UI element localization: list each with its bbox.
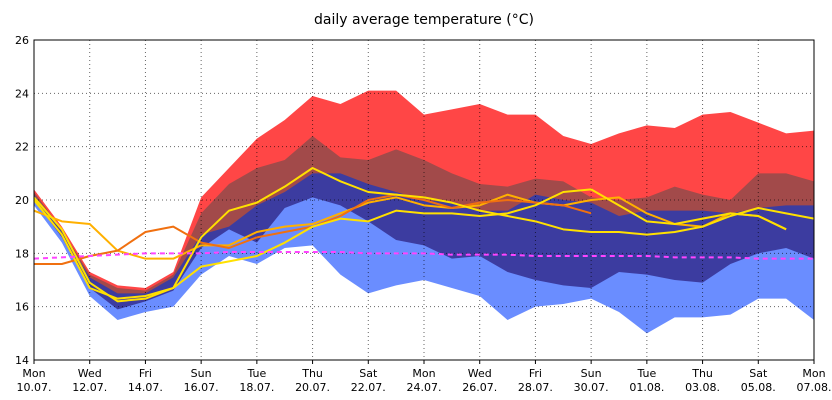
x-tick-label: Mon 07.08.	[797, 367, 832, 394]
x-tick-date: 03.08.	[685, 381, 720, 394]
x-tick-date: 24.07.	[407, 381, 442, 394]
x-tick-weekday: Fri	[139, 367, 152, 380]
x-tick-date: 30.07.	[574, 381, 609, 394]
series-line	[33, 167, 815, 303]
band-area	[34, 205, 814, 360]
y-tick-label: 18	[15, 247, 29, 260]
series-line	[33, 251, 814, 260]
x-tick-weekday: Thu	[691, 367, 713, 380]
x-tick-label: Thu 20.07.	[295, 367, 330, 394]
x-tick-label: Thu 03.08.	[685, 367, 720, 394]
y-tick-label: 20	[15, 194, 29, 207]
x-tick-date: 05.08.	[741, 381, 776, 394]
x-tick-date: 12.07.	[72, 381, 107, 394]
x-tick-date: 26.07.	[462, 381, 497, 394]
x-tick-label: Fri 14.07.	[128, 367, 163, 394]
x-tick-date: 14.07.	[128, 381, 163, 394]
x-tick-date: 28.07.	[518, 381, 553, 394]
plot-frame	[33, 39, 815, 361]
chart-title: daily average temperature (°C)	[314, 12, 534, 28]
x-tick-date: 20.07.	[295, 381, 330, 394]
series-line	[33, 188, 787, 300]
x-tick-label: Tue 18.07.	[239, 367, 274, 394]
x-tick-weekday: Mon	[412, 367, 435, 380]
x-tick-label: Wed 12.07.	[72, 367, 107, 394]
x-tick-weekday: Sat	[359, 367, 378, 380]
x-tick-weekday: Tue	[636, 367, 656, 380]
x-tick-weekday: Mon	[22, 367, 45, 380]
x-tick-label: Tue 01.08.	[629, 367, 664, 394]
x-tick-weekday: Sun	[191, 367, 212, 380]
x-tick-date: 01.08.	[629, 381, 664, 394]
x-tick-weekday: Wed	[78, 367, 102, 380]
x-tick-weekday: Fri	[529, 367, 542, 380]
x-tick-date: 07.08.	[797, 381, 832, 394]
x-tick-label: Mon 10.07.	[17, 367, 52, 394]
y-tick-label: 14	[15, 354, 29, 367]
x-tick-date: 22.07.	[351, 381, 386, 394]
y-tick-label: 22	[15, 141, 29, 154]
y-tick-label: 26	[15, 34, 29, 47]
x-tick-weekday: Tue	[246, 367, 266, 380]
series-line	[33, 193, 787, 260]
x-tick-label: Sat 22.07.	[351, 367, 386, 394]
x-tick-date: 18.07.	[239, 381, 274, 394]
x-tick-label: Wed 26.07.	[462, 367, 497, 394]
x-tick-weekday: Sat	[749, 367, 768, 380]
x-tick-date: 10.07.	[17, 381, 52, 394]
y-tick-label: 16	[15, 301, 29, 314]
x-tick-label: Sat 05.08.	[741, 367, 776, 394]
x-tick-weekday: Sun	[581, 367, 602, 380]
y-tick-label: 24	[15, 87, 29, 100]
x-tick-date: 16.07.	[184, 381, 219, 394]
x-tick-label: Fri 28.07.	[518, 367, 553, 394]
x-tick-label: Mon 24.07.	[407, 367, 442, 394]
x-tick-weekday: Wed	[468, 367, 492, 380]
x-tick-weekday: Mon	[802, 367, 825, 380]
x-tick-weekday: Thu	[301, 367, 323, 380]
x-tick-label: Sun 16.07.	[184, 367, 219, 394]
x-tick-label: Sun 30.07.	[574, 367, 609, 394]
